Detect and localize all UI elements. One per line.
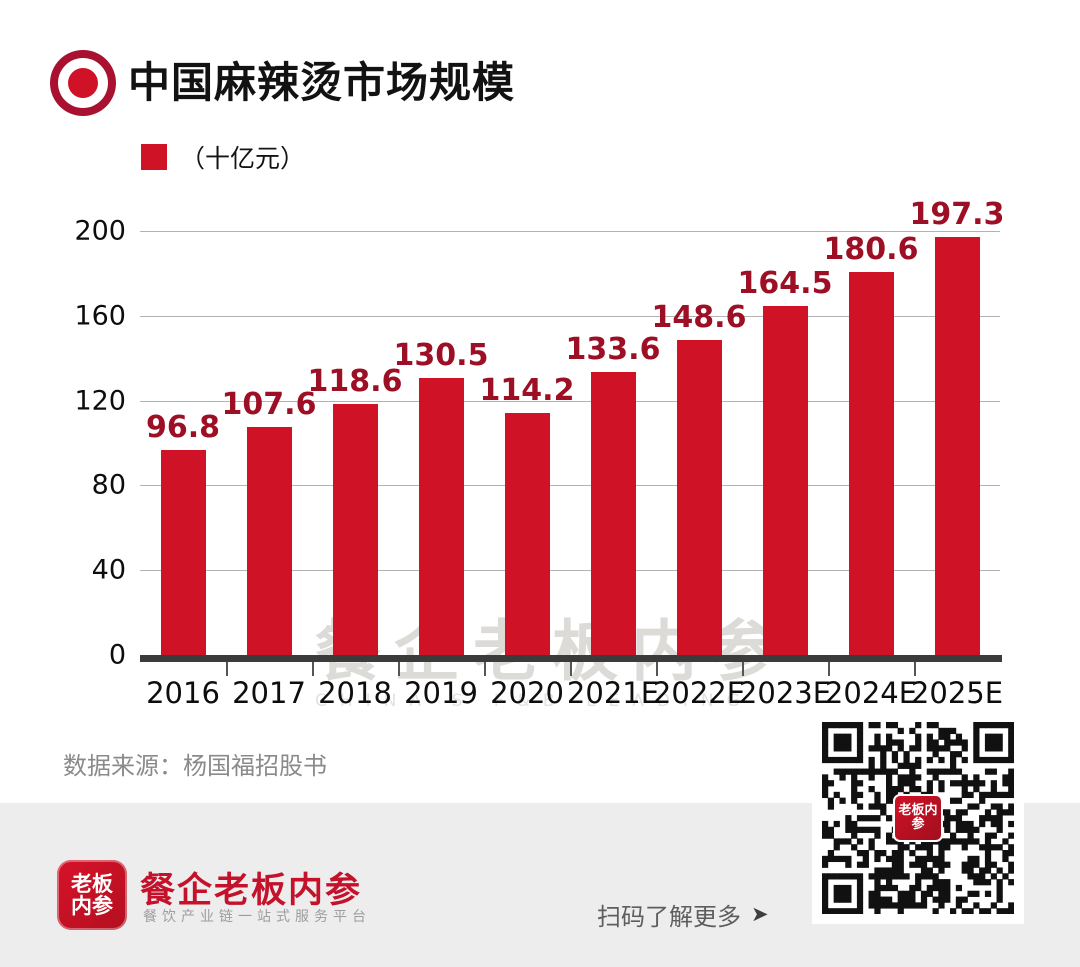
x-axis-tick <box>570 662 572 676</box>
target-icon-ring <box>58 58 108 108</box>
bar <box>590 371 636 655</box>
bar-value-label: 96.8 <box>145 409 221 445</box>
page-header: 中国麻辣烫市场规模 <box>0 0 1080 120</box>
bar-value-label: 118.6 <box>307 363 403 399</box>
x-axis-tick-label: 2021E <box>566 676 660 710</box>
x-axis-tick <box>484 662 486 676</box>
bar-value-label: 133.6 <box>565 331 661 367</box>
gridline <box>140 231 1000 232</box>
y-axis-tick-label: 40 <box>91 554 126 586</box>
scan-prompt-label: 扫码了解更多 <box>597 903 741 931</box>
bar-value-label: 114.2 <box>479 372 575 408</box>
gridline <box>140 485 1000 487</box>
bar-value-label: 107.6 <box>221 386 317 422</box>
bar-value-label: 148.6 <box>651 299 747 335</box>
qr-code-seal: 老板内参 <box>893 794 943 842</box>
bar-value-label: 130.5 <box>393 338 489 374</box>
bar <box>676 339 722 655</box>
gridline <box>140 400 1000 402</box>
bar-value-label: 197.3 <box>909 196 1005 232</box>
x-axis-tick-label: 2017 <box>232 676 306 710</box>
x-axis-tick-label: 2019 <box>404 676 478 710</box>
bar <box>160 449 206 655</box>
page-title: 中国麻辣烫市场规模 <box>128 58 516 107</box>
gridline <box>140 315 1000 317</box>
y-axis-tick-label: 0 <box>108 639 126 671</box>
x-axis-tick-label: 2024E <box>824 676 918 710</box>
bar <box>848 272 894 655</box>
source-note: 数据来源：杨国福招股书 <box>63 752 327 780</box>
x-axis-tick-label: 2018 <box>318 676 392 710</box>
bar <box>246 426 292 655</box>
x-axis-tick-label: 2023E <box>738 676 832 710</box>
chart-bars: 96.8 107.6 118.6 130.5 114.2 133.6 148.6 164.5 1… <box>140 197 1004 655</box>
chart-gridlines <box>140 231 1000 655</box>
bar <box>504 412 550 655</box>
x-axis-tick <box>312 662 314 676</box>
x-axis-tick-label: 2016 <box>146 676 220 710</box>
qr-code-canvas: 老板内参 <box>822 722 1014 914</box>
legend-unit-label: （十亿元） <box>180 144 306 173</box>
arrow-right-icon: ➤ <box>751 902 769 926</box>
x-axis-tick <box>742 662 744 676</box>
y-axis-tick-label: 80 <box>91 469 126 501</box>
target-icon-core <box>68 68 98 98</box>
bar <box>934 236 980 655</box>
x-axis-tick <box>914 662 916 676</box>
target-icon <box>50 50 116 116</box>
bar <box>418 378 464 655</box>
qr-code[interactable]: 老板内参 <box>812 712 1024 924</box>
footer-tagline: 餐饮产业链一站式服务平台 <box>143 909 371 925</box>
y-axis-tick-label: 120 <box>74 385 126 417</box>
gridline <box>140 570 1000 572</box>
x-axis-line <box>140 655 1002 662</box>
x-axis-tick <box>828 662 830 676</box>
x-axis-tick <box>398 662 400 676</box>
x-axis-tick <box>656 662 658 676</box>
bar-chart: 餐企老板内参 CHINA'S F&B LEADING 0 40 80 120 160 20… <box>0 190 1080 711</box>
x-axis-tick-label: 2020 <box>490 676 564 710</box>
chart-legend: （十亿元） <box>141 139 305 175</box>
bar <box>762 306 808 655</box>
y-axis-tick-label: 160 <box>74 300 126 332</box>
footer-logo-seal: 老板内参 <box>57 860 127 930</box>
x-axis-tick-label: 2022E <box>652 676 746 710</box>
x-axis-tick <box>226 662 228 676</box>
footer-logo-seal-text: 老板内参 <box>71 872 113 918</box>
bar-value-label: 164.5 <box>737 266 833 302</box>
bar <box>332 403 378 655</box>
x-axis-tick-label: 2025E <box>910 676 1004 710</box>
scan-prompt: 扫码了解更多 ➤ <box>597 897 769 932</box>
legend-swatch-icon <box>141 144 167 170</box>
y-axis-tick-label: 200 <box>74 215 126 247</box>
y-axis-labels: 0 40 80 120 160 200 <box>0 216 126 671</box>
footer-brand-name: 餐企老板内参 <box>140 871 363 911</box>
qr-pattern <box>822 722 1014 914</box>
x-axis-ticks <box>140 662 1002 676</box>
bar-value-label: 180.6 <box>823 232 919 268</box>
